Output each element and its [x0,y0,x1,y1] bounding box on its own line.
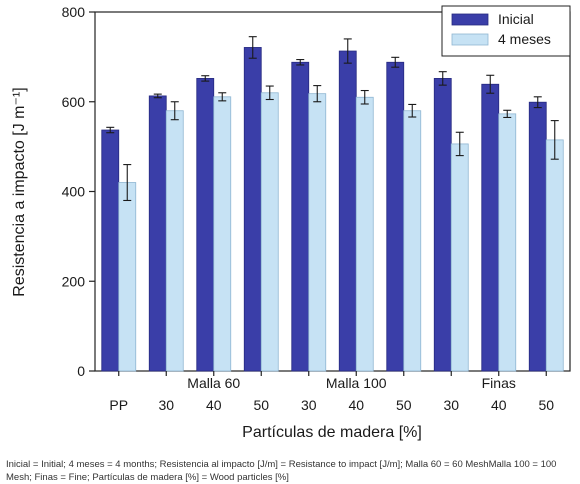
x-tick-label: 50 [396,397,412,413]
y-tick-label: 800 [62,4,86,20]
x-tick-label: 40 [348,397,364,413]
x-group-label: Malla 60 [187,375,240,391]
x-group-label: Malla 100 [326,375,387,391]
y-tick-label: 200 [62,273,86,289]
bar-inicial [433,78,452,372]
figure-caption: Inicial = Initial; 4 meses = 4 months; R… [6,459,557,483]
bar-4-meses [355,96,374,372]
x-tick-label: 40 [206,397,222,413]
bar-inicial [338,50,357,372]
bar-inicial [481,83,500,372]
legend-swatch [451,33,489,46]
bar-4-meses [403,110,422,372]
bar-inicial [196,78,215,372]
x-axis-title: Partículas de madera [%] [242,424,422,441]
legend-label: Inicial [498,11,534,27]
legend: Inicial 4 meses [441,5,571,57]
x-tick-label: 40 [491,397,507,413]
legend-swatch [451,13,489,26]
bar-4-meses [260,92,279,372]
bar-4-meses [213,96,232,372]
impact-resistance-bar-chart: 0 200 400 600 800 PP 30 40 50 30 40 50 30 40 50 Malla … [11,4,571,441]
legend-label: 4 meses [498,31,551,47]
y-tick-label: 0 [77,363,85,379]
bar-4-meses [450,143,469,372]
bar-4-meses [118,182,137,372]
bar-4-meses [545,139,564,372]
bar-4-meses [165,110,184,372]
y-tick-label: 600 [62,94,86,110]
y-axis: 0 200 400 600 800 [62,4,95,379]
y-tick-label: 400 [62,184,86,200]
x-tick-label: 50 [253,397,269,413]
x-tick-label: 30 [301,397,317,413]
x-tick-label: 30 [443,397,459,413]
x-group-label: Finas [482,375,516,391]
bars-layer [101,36,564,372]
x-tick-label: 30 [158,397,174,413]
bar-inicial [528,101,547,372]
bar-4-meses [308,93,327,372]
bar-inicial [243,47,262,372]
x-axis: PP 30 40 50 30 40 50 30 40 50 Malla 60 Malla 100 Fin… [109,371,554,413]
x-tick-label: PP [109,397,128,413]
y-axis-title: Resistencia a impacto [J m⁻¹] [11,87,28,296]
bar-4-meses [498,113,517,372]
x-tick-label: 50 [538,397,554,413]
bar-inicial [386,61,405,372]
bar-inicial [148,95,167,372]
bar-inicial [291,61,310,372]
bar-inicial [101,129,120,372]
